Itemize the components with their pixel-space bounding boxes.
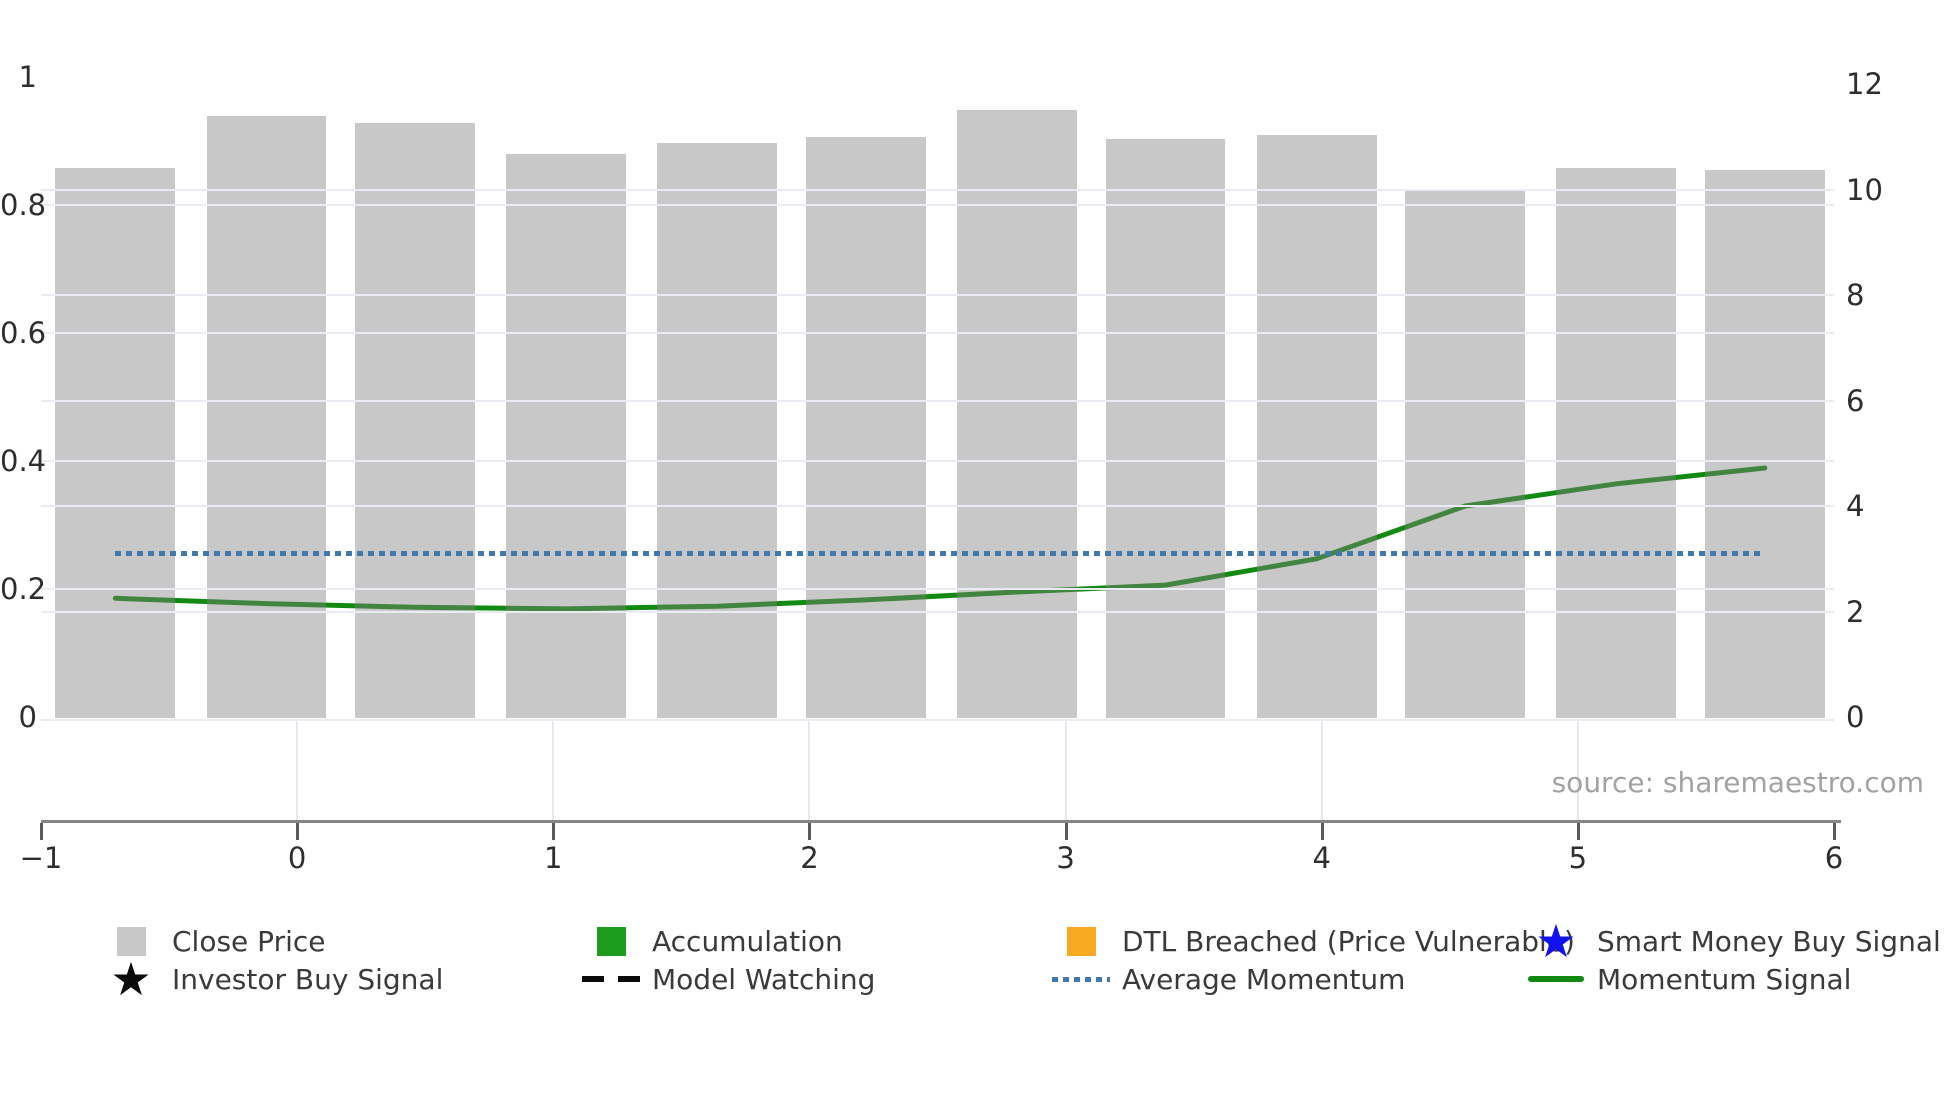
y-left-tick-label: 0.2 [0, 572, 47, 606]
x-tick-mark [40, 823, 43, 840]
x-tick-mark [1064, 823, 1068, 840]
v-gridline [296, 720, 299, 820]
average-momentum-line [115, 551, 1765, 557]
h-gridline-right [41, 294, 1834, 296]
legend-label: Model Watching [652, 962, 876, 996]
legend-star-icon: ★ [110, 952, 152, 1006]
x-tick-mark [1320, 823, 1324, 840]
close-price-bar[interactable] [55, 167, 176, 718]
y-left-tick-label: 0.4 [0, 444, 47, 478]
legend-item-smart-money-buy-signal[interactable]: ★ Smart Money Buy Signal [1515, 914, 1941, 968]
legend-label: Momentum Signal [1597, 962, 1852, 996]
close-price-bar[interactable] [1405, 190, 1526, 718]
close-price-bar[interactable] [805, 137, 926, 718]
close-price-bar[interactable] [957, 109, 1077, 718]
legend-star-icon: ★ [1535, 914, 1577, 968]
legend-item-accumulation[interactable]: Accumulation [570, 920, 843, 962]
x-tick-label: 5 [1568, 841, 1588, 875]
x-tick-label: 2 [800, 841, 819, 875]
h-gridline-right [41, 505, 1834, 507]
y-left-tick-label: 0.8 [0, 188, 47, 222]
legend-line-icon [1528, 976, 1584, 982]
y-right-tick-label: 12 [1846, 67, 1883, 101]
momentum-signal-line [112, 465, 1768, 612]
legend-square-icon [116, 926, 146, 956]
legend-square-icon [1066, 926, 1096, 956]
legend-marker-cell [1040, 976, 1122, 982]
legend-item-momentum-signal[interactable]: Momentum Signal [1515, 958, 1851, 1000]
v-gridline [1064, 720, 1067, 820]
legend-marker-cell: ★ [1515, 914, 1597, 968]
legend-label: Average Momentum [1122, 962, 1406, 996]
y-right-tick-label: 8 [1846, 278, 1865, 312]
legend-item-dtl-breached-price-vulnerable-[interactable]: DTL Breached (Price Vulnerable) [1040, 920, 1575, 962]
legend-item-investor-buy-signal[interactable]: ★ Investor Buy Signal [90, 952, 444, 1006]
x-tick-mark [1833, 823, 1836, 840]
x-tick-mark [808, 823, 812, 840]
x-tick-label: 4 [1312, 841, 1331, 875]
h-gridline-right [41, 399, 1834, 402]
h-gridline-right [41, 188, 1834, 191]
h-gridline-left [41, 332, 1834, 334]
y-right-tick-label: 6 [1846, 383, 1865, 418]
close-price-bar[interactable] [1256, 135, 1377, 718]
close-price-bar[interactable] [506, 153, 627, 718]
h-gridline-left [41, 460, 1834, 462]
legend-marker-cell [1515, 976, 1597, 982]
x-tick-mark [296, 823, 300, 840]
y-right-tick-label: 10 [1846, 172, 1883, 207]
legend-item-average-momentum[interactable]: Average Momentum [1040, 958, 1405, 1000]
y-right-tick-label: 0 [1846, 700, 1865, 734]
zero-gridline [41, 719, 1834, 721]
legend-item-model-watching[interactable]: Model Watching [570, 958, 875, 1000]
close-price-bar[interactable] [206, 116, 327, 718]
y-right-tick-label: 4 [1846, 489, 1865, 523]
legend-label: Investor Buy Signal [172, 962, 444, 996]
y-left-tick-label: 1 [18, 60, 37, 94]
legend-label: Accumulation [652, 924, 843, 958]
h-gridline-left [41, 588, 1834, 590]
legend-marker-cell: ★ [90, 952, 172, 1006]
y-left-tick-label: 0 [18, 700, 37, 734]
close-price-bar[interactable] [355, 123, 475, 718]
legend-marker-cell [90, 926, 172, 956]
close-price-bar[interactable] [1704, 169, 1825, 718]
y-right-tick-label: 2 [1846, 594, 1865, 629]
legend-item-close-price[interactable]: Close Price [90, 920, 325, 962]
legend-marker-cell [570, 926, 652, 956]
close-price-bar[interactable] [1556, 167, 1677, 718]
v-gridline [552, 720, 555, 820]
h-gridline-left [41, 204, 1834, 206]
legend-label: Close Price [172, 924, 326, 958]
h-gridline-right [41, 610, 1834, 613]
legend-label: Smart Money Buy Signal [1597, 924, 1941, 958]
close-price-bar[interactable] [1105, 139, 1226, 718]
x-tick-label: 1 [544, 841, 563, 875]
legend-marker-cell [570, 976, 652, 982]
x-tick-label: 3 [1056, 841, 1075, 875]
x-tick-label: −1 [19, 841, 63, 875]
x-tick-label: 0 [287, 841, 307, 875]
v-gridline [1320, 720, 1323, 820]
x-axis-line [41, 820, 1841, 823]
v-gridline [808, 720, 811, 820]
legend-label: DTL Breached (Price Vulnerable) [1122, 924, 1575, 958]
y-left-tick-label: 0.6 [0, 316, 47, 350]
legend-marker-cell [1040, 926, 1122, 956]
legend-dotted-line-icon [1052, 976, 1110, 982]
x-tick-mark [1576, 823, 1580, 840]
close-price-bar[interactable] [657, 142, 778, 718]
legend-dashed-line-icon [582, 976, 640, 982]
v-gridline [1576, 720, 1579, 820]
x-tick-mark [552, 823, 556, 840]
legend-square-icon [596, 926, 626, 956]
x-tick-label: 6 [1824, 841, 1844, 875]
source-note: source: sharemaestro.com [1551, 766, 1924, 799]
